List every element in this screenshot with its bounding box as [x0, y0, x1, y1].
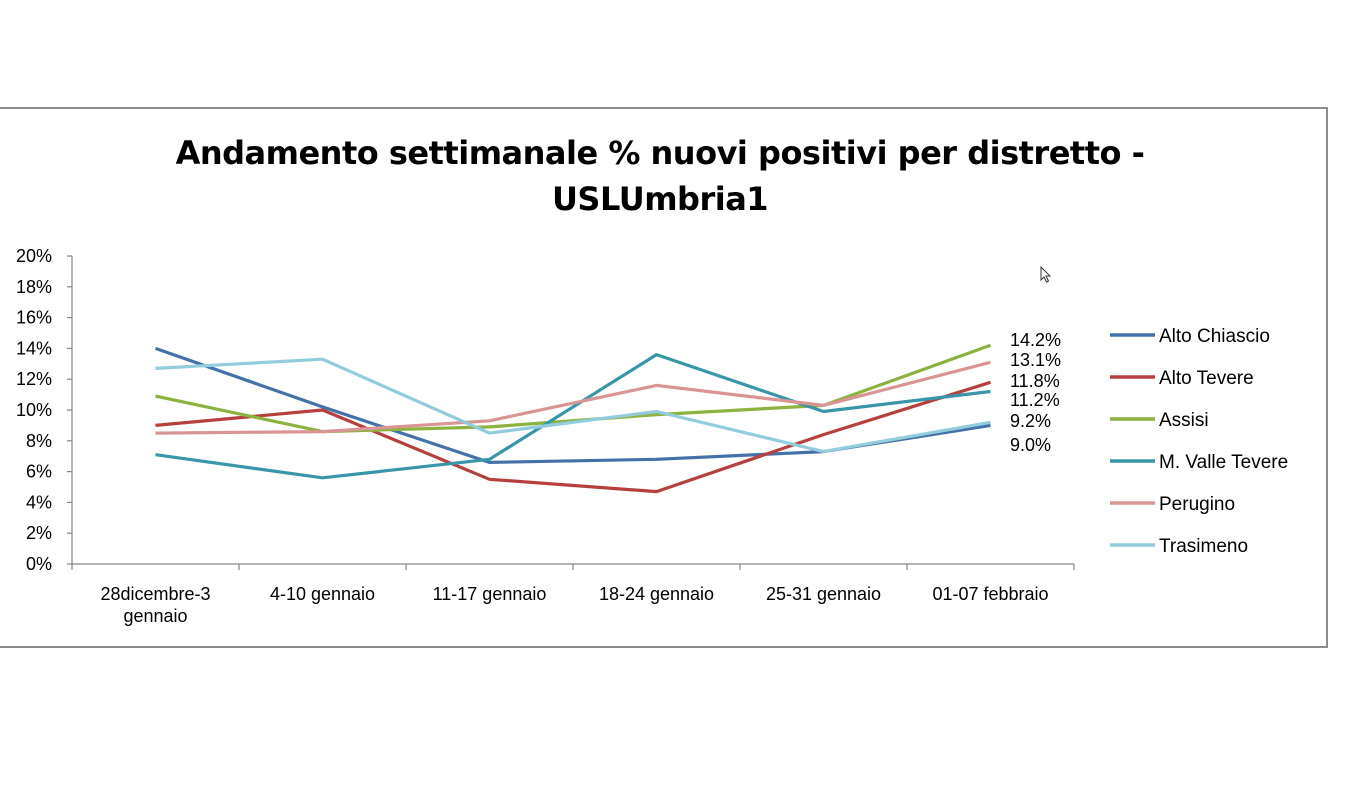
legend-label: Trasimeno: [1159, 536, 1248, 557]
legend-label: Assisi: [1159, 410, 1209, 431]
y-tick-label: 14%: [16, 338, 52, 358]
y-tick-label: 2%: [26, 523, 52, 543]
legend-label: Alto Tevere: [1159, 368, 1254, 389]
y-tick-label: 12%: [16, 369, 52, 389]
x-tick-label: 11-17 gennaio: [433, 584, 547, 604]
legend-label: Alto Chiascio: [1159, 326, 1270, 347]
end-value-label: 9.0%: [1010, 435, 1051, 455]
chart-title-line-1: Andamento settimanale % nuovi positivi p…: [175, 134, 1145, 172]
y-tick-label: 10%: [16, 400, 52, 420]
end-labels: 14.2%13.1%11.8%11.2%9.2% 9.0%: [1010, 330, 1061, 455]
y-tick-label: 4%: [26, 492, 52, 512]
mouse-cursor-icon: [1040, 266, 1052, 283]
series-line-alto-tevere: [155, 380, 991, 494]
end-value-label: 14.2%: [1010, 330, 1061, 350]
end-value-label: 13.1%: [1010, 350, 1061, 370]
series-line-assisi: [155, 343, 992, 434]
legend: Alto Chiascio Alto Tevere Assisi M. Valle T…: [1110, 326, 1288, 557]
x-tick-label: 01-07 febbraio: [932, 584, 1048, 604]
y-tick-label: 8%: [26, 431, 52, 451]
y-tick-label: 16%: [16, 308, 52, 328]
x-tick-label: 4-10 gennaio: [270, 584, 375, 604]
series-line-trasimeno: [155, 357, 991, 454]
legend-label: M. Valle Tevere: [1159, 452, 1288, 473]
y-tick-label: 0%: [26, 554, 52, 574]
end-value-label: 11.8%: [1010, 371, 1060, 391]
chart-axes: 0% 2% 4% 6% 8% 10% 12% 14% 16% 18% 20% 28dicembre-3…: [16, 246, 1075, 626]
end-value-label: 11.2%: [1010, 390, 1060, 410]
y-tick-label: 20%: [16, 246, 52, 266]
chart-title-line-2: USLUmbria1: [551, 180, 769, 218]
chart-title: Andamento settimanale % nuovi positivi p…: [60, 130, 1260, 222]
y-tick-label: 6%: [26, 462, 52, 482]
x-tick-label: 28dicembre-3 gennaio: [100, 584, 210, 626]
legend-label: Perugino: [1159, 494, 1235, 515]
x-tick-label: 18-24 gennaio: [599, 584, 714, 604]
series-line-perugino: [155, 360, 991, 435]
end-value-label: 9.2%: [1010, 411, 1051, 431]
series-lines: [154, 343, 992, 494]
chart-frame: [0, 107, 1328, 648]
series-line-m-valle-tevere: [155, 353, 991, 480]
x-tick-label: 25-31 gennaio: [766, 584, 881, 604]
y-tick-label: 18%: [16, 277, 52, 297]
